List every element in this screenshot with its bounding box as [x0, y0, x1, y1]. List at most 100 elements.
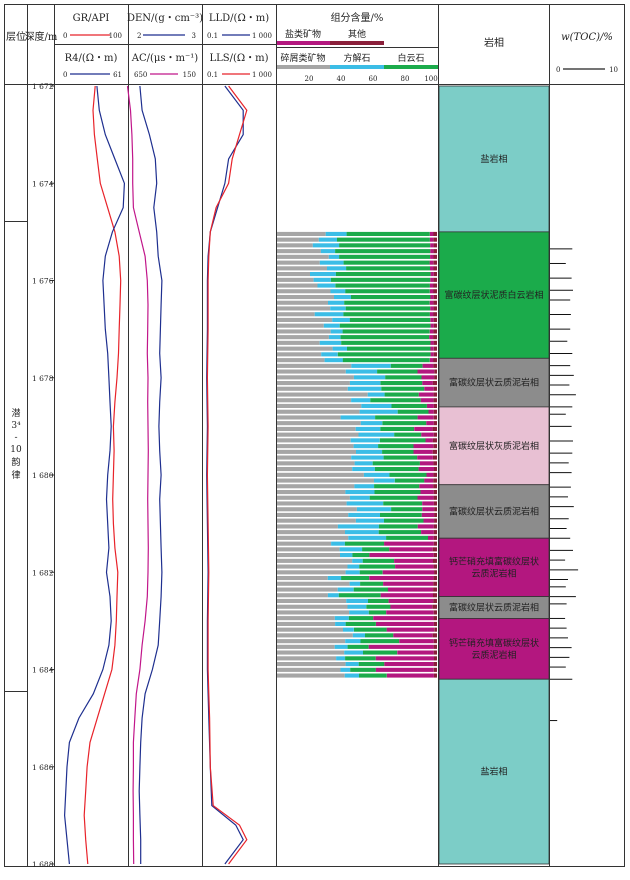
composition-clastic-segment	[277, 306, 331, 311]
composition-other-segment	[434, 512, 437, 517]
composition-other-segment	[434, 656, 437, 661]
composition-dolomite-segment	[342, 329, 430, 334]
den-max: 3	[192, 32, 196, 40]
composition-dolomite-segment	[374, 484, 420, 489]
facies-label: 云质泥岩相	[471, 649, 516, 661]
composition-dolomite-segment	[381, 386, 425, 391]
composition-dolomite-segment	[335, 272, 431, 277]
composition-dolomite-segment	[338, 593, 381, 598]
composition-other-segment	[433, 553, 437, 558]
composition-calcite-segment	[340, 553, 353, 558]
composition-salt-segment	[375, 656, 434, 661]
composition-dolomite-segment	[345, 621, 376, 626]
composition-calcite-segment	[349, 581, 361, 586]
composition-other-segment	[433, 616, 437, 621]
composition-salt-segment	[394, 558, 433, 563]
composition-other-segment	[433, 598, 437, 603]
facies-label: 盐岩相	[480, 153, 507, 165]
composition-calcite-segment	[344, 673, 359, 678]
composition-clastic-segment	[277, 386, 348, 391]
composition-calcite-segment	[345, 570, 360, 575]
composition-other-segment	[434, 507, 437, 512]
composition-clastic-segment	[277, 530, 345, 535]
composition-salt-segment	[430, 340, 434, 345]
composition-calcite-segment	[358, 432, 395, 437]
layer-header-1: 层位	[6, 30, 26, 43]
composition-salt-segment	[429, 289, 434, 294]
composition-salt-segment	[387, 587, 434, 592]
layer-char-4: 10	[10, 445, 22, 455]
composition-dolomite-segment	[358, 662, 385, 667]
layer-char-1: 潜	[11, 407, 20, 419]
composition-clastic-segment	[277, 564, 348, 569]
composition-other-segment	[433, 432, 437, 437]
composition-dolomite-segment	[341, 576, 370, 581]
composition-salt-segment	[426, 472, 434, 477]
depth-tick-label: 1 676	[32, 277, 54, 286]
composition-dolomite-segment	[374, 490, 421, 495]
composition-calcite-segment	[346, 501, 384, 506]
composition-salt-segment	[425, 438, 433, 443]
composition-salt-segment	[422, 507, 434, 512]
composition-clastic-segment	[277, 392, 368, 397]
composition-other-segment	[433, 363, 437, 368]
composition-salt-segment	[417, 415, 434, 420]
facies-band	[438, 85, 550, 233]
composition-salt-segment	[430, 352, 434, 357]
composition-calcite-segment	[313, 277, 331, 282]
composition-calcite-segment	[352, 633, 365, 638]
composition-clastic-segment	[277, 317, 333, 322]
depth-tick-label: 1 688	[32, 860, 54, 869]
composition-dolomite-segment	[374, 467, 419, 472]
composition-dolomite-segment	[362, 558, 395, 563]
composition-salt-segment	[430, 306, 434, 311]
dolomite-legend-label: 白云石	[397, 52, 424, 64]
facies-label: 盐岩相	[480, 766, 507, 778]
depth-tick-label: 1 686	[32, 763, 54, 772]
composition-dolomite-segment	[335, 283, 430, 288]
composition-salt-segment	[424, 478, 434, 483]
depth-tick-label: 1 672	[32, 82, 54, 91]
ac-max: 150	[183, 71, 196, 79]
composition-salt-segment	[395, 564, 434, 569]
composition-dolomite-segment	[372, 461, 420, 466]
composition-salt-segment	[430, 295, 434, 300]
composition-clastic-segment	[277, 243, 313, 248]
composition-other-segment	[433, 386, 437, 391]
composition-calcite-segment	[317, 283, 336, 288]
composition-clastic-segment	[277, 369, 346, 374]
composition-salt-segment	[420, 398, 434, 403]
facies-band	[438, 484, 550, 539]
composition-calcite-segment	[347, 564, 360, 569]
composition-calcite-segment	[319, 260, 344, 265]
composition-salt-segment	[417, 369, 435, 374]
composition-dolomite-segment	[369, 495, 418, 500]
composition-calcite-segment	[330, 306, 346, 311]
composition-bars	[277, 231, 437, 678]
composition-salt-segment	[429, 260, 434, 265]
composition-clastic-segment	[277, 662, 346, 667]
composition-salt-segment	[368, 644, 434, 649]
other-legend-label: 其他	[348, 28, 366, 40]
composition-clastic-segment	[277, 633, 353, 638]
composition-other-segment	[433, 455, 437, 460]
composition-dolomite-segment	[345, 289, 430, 294]
composition-dolomite-segment	[335, 249, 431, 254]
composition-dolomite-segment	[359, 570, 383, 575]
r4-label: R4/(Ω・m)	[65, 53, 118, 64]
composition-other-segment	[433, 317, 437, 322]
composition-clastic-segment	[277, 352, 322, 357]
composition-clastic-segment	[277, 621, 336, 626]
composition-calcite-segment	[320, 249, 335, 254]
composition-calcite-segment	[334, 616, 349, 621]
composition-clastic-segment	[277, 254, 329, 259]
dolomite-legend-swatch	[384, 65, 438, 69]
composition-clastic-segment	[277, 289, 331, 294]
composition-dolomite-segment	[390, 363, 423, 368]
composition-clastic-segment	[277, 627, 343, 632]
facies-label: 钙芒硝充填富碳纹层状	[449, 637, 539, 649]
composition-tick-labels: 20 40 60 80 100	[305, 75, 438, 83]
composition-other-segment	[433, 346, 437, 351]
depth-tick-label: 1 674	[32, 179, 54, 188]
composition-calcite-segment	[348, 512, 380, 517]
